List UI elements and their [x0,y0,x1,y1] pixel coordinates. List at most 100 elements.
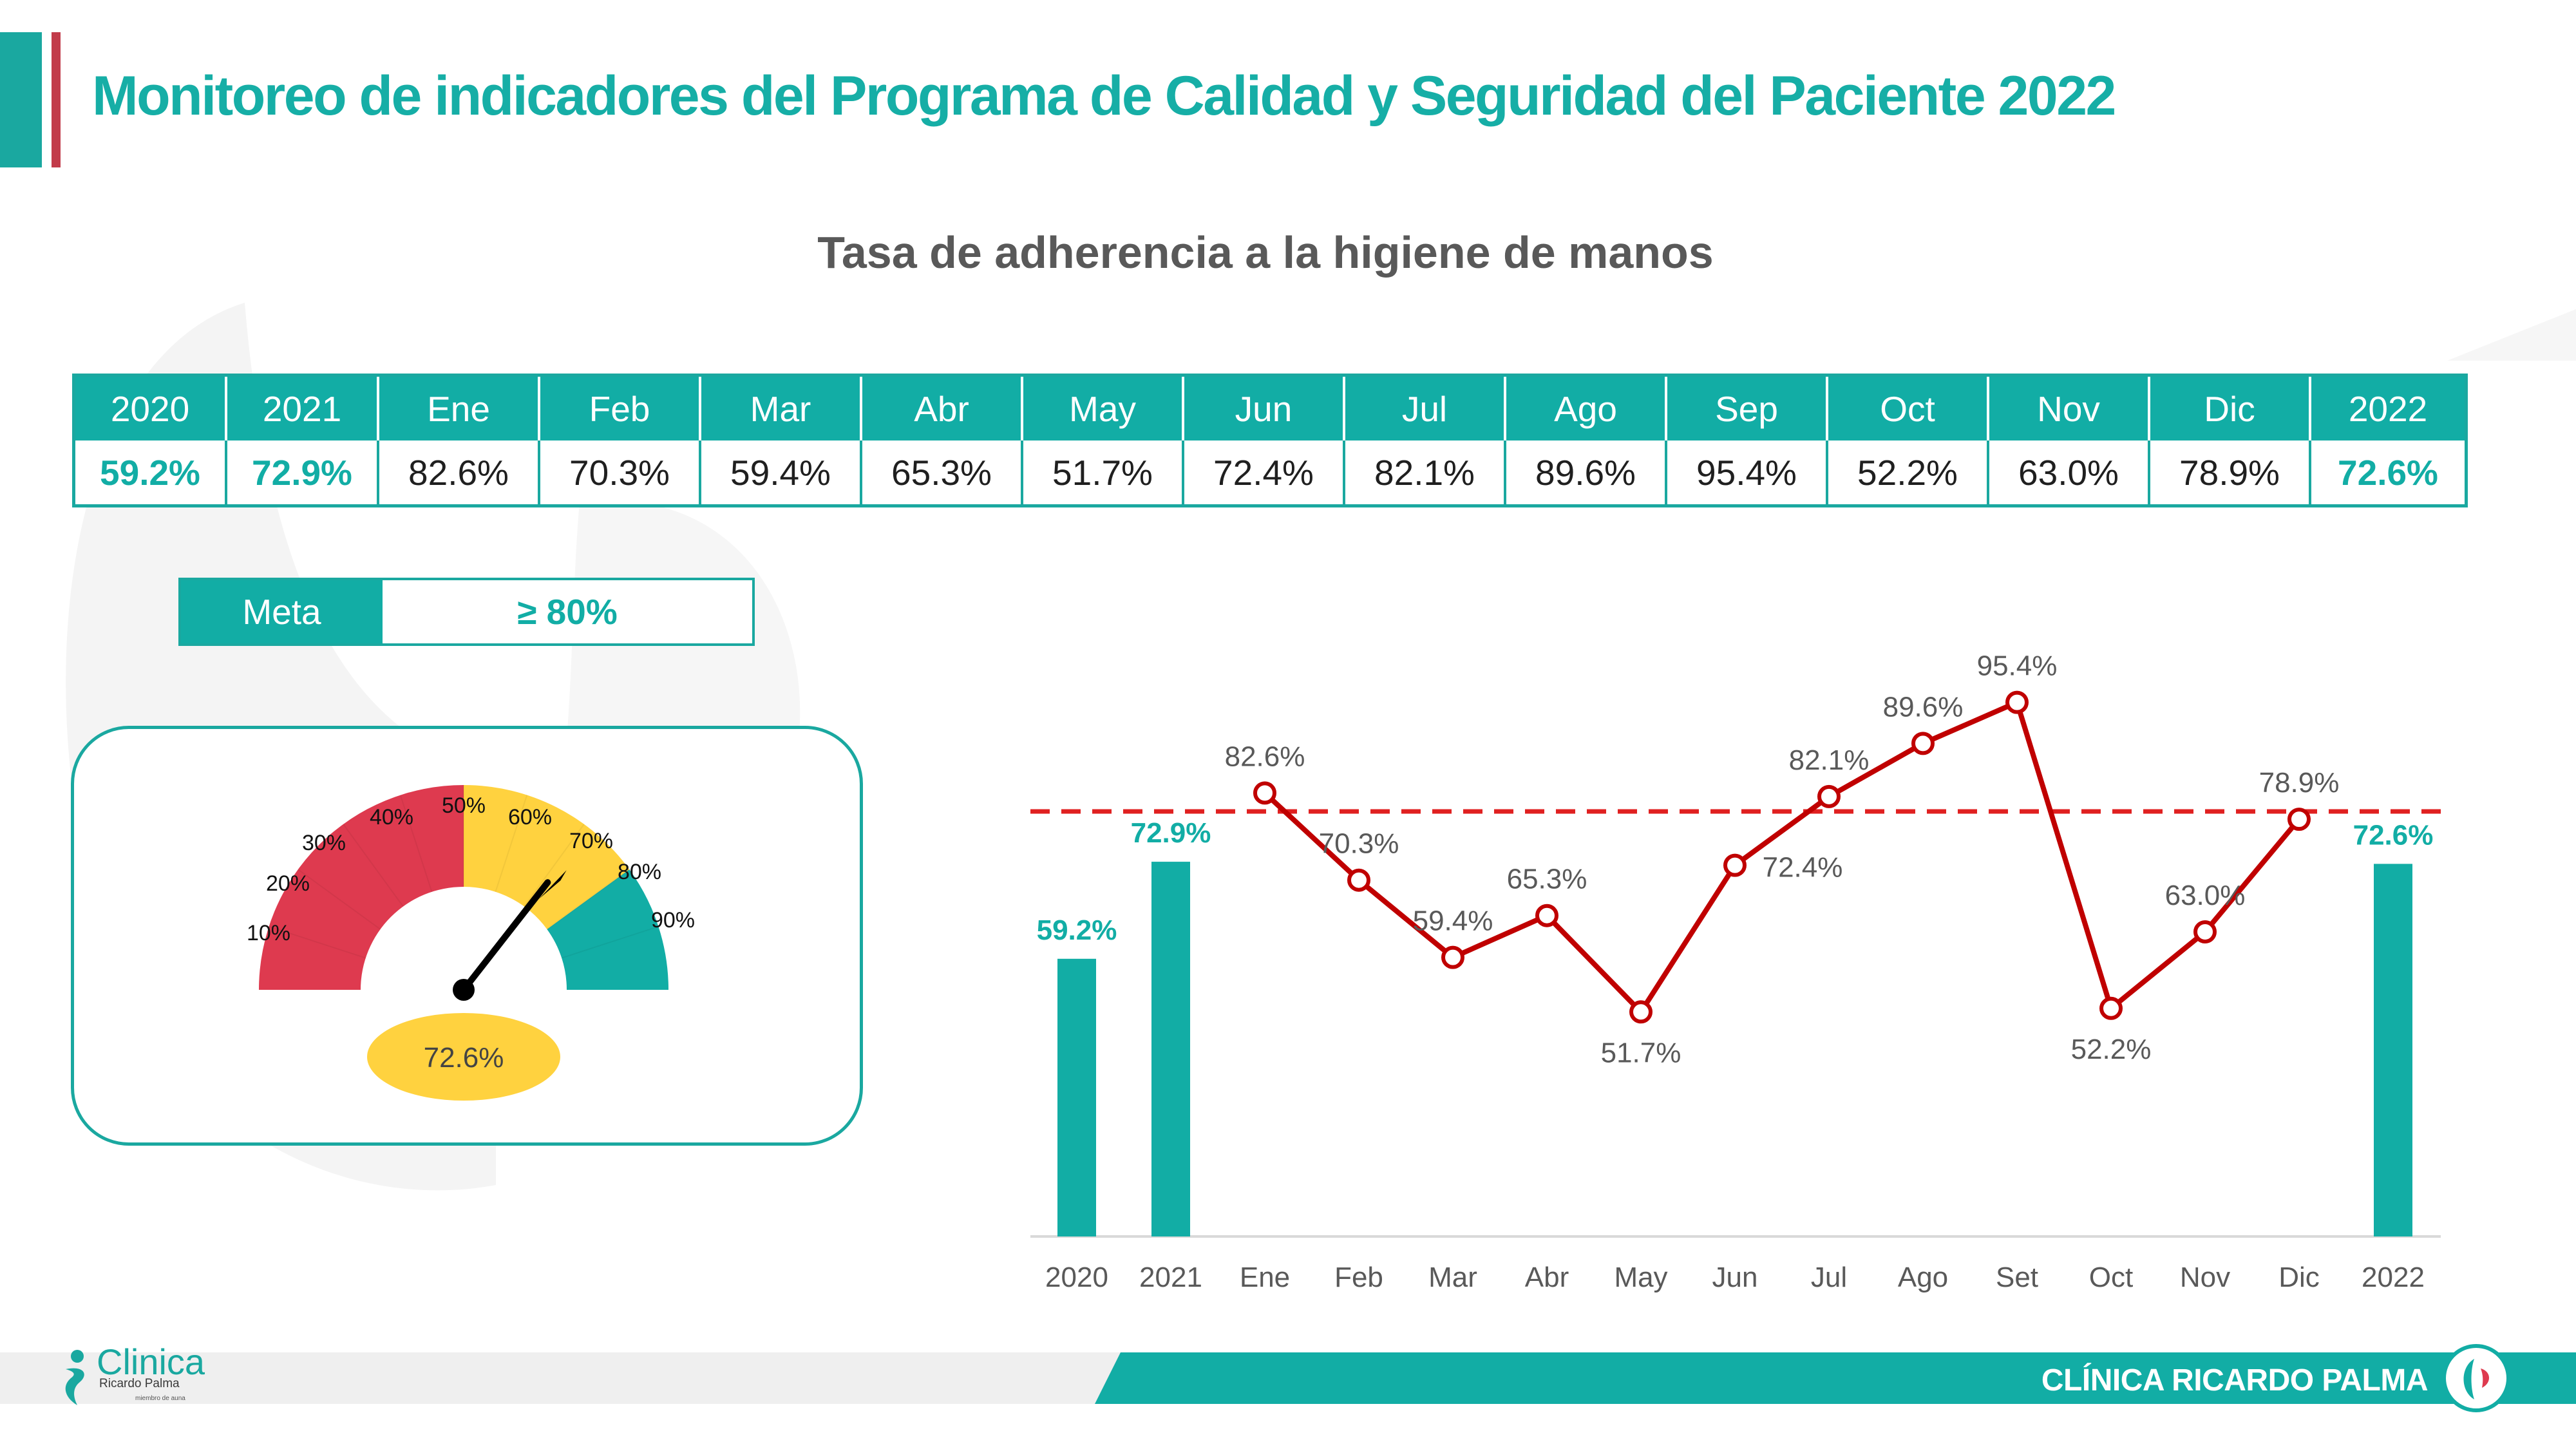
bar-data-label: 72.6% [2353,819,2434,851]
table-value-cell: 59.2% [75,440,227,504]
x-tick-label: Dic [2278,1262,2320,1293]
table-value-cell: 72.6% [2338,452,2438,493]
gauge-tick-label: 90% [651,908,695,933]
table-header-cell: Mar [701,377,862,440]
gauge-tick-label: 10% [247,921,290,945]
line-point [1911,732,1935,755]
x-tick-label: Abr [1525,1262,1569,1293]
gauge-value-badge [367,1013,560,1101]
line-point [1535,904,1558,927]
line-point [1629,1000,1653,1024]
table-header-cell: May [1023,377,1184,440]
x-tick-label: 2022 [2362,1262,2425,1293]
gauge-pivot [453,979,475,1001]
table-value-cell: 65.3% [862,440,1023,504]
line-point [1441,945,1464,969]
table-value-cell: 63.0% [1989,440,2150,504]
x-tick-label: Ene [1240,1262,1290,1293]
gauge-separator [561,925,659,959]
table-value-cell: 51.7% [1023,440,1184,504]
line-point [1723,853,1747,877]
data-table: 2020 2021 Ene Feb Mar Abr May Jun Jul Ago Sep Oct No… [72,374,2468,507]
line-point [1347,868,1370,892]
gauge-yellow-zone [464,785,630,929]
gauge-tick-label: 60% [508,805,552,829]
x-tick-label: 2021 [1139,1262,1202,1293]
table-value-cell: 78.9% [2150,440,2311,504]
table-header-cell: 2020 [75,377,227,440]
brand-leaf-icon [2442,1344,2510,1412]
x-tick-label: Ago [1898,1262,1948,1293]
line-data-label: 72.4% [1763,852,1843,884]
footer-teal-band [1095,1352,2576,1404]
gauge-separator [524,824,585,907]
gauge-separator [546,869,630,930]
goal-box: Meta ≥ 80% [178,578,755,646]
gauge-tick-label: 80% [618,860,661,884]
header-accent-teal [0,32,42,167]
table-header-cell: Ene [379,377,540,440]
gauge-needle [460,879,551,993]
gauge-value-label: 72.6% [424,1042,504,1074]
table-value-cell: 95.4% [1667,440,1828,504]
goal-value: ≥ 80% [517,592,618,632]
table-header-cell: Sep [1667,377,1828,440]
footer-brand: CLÍNICA RICARDO PALMA [2041,1363,2429,1397]
x-tick-label: Jul [1811,1262,1847,1293]
bar-data-label: 59.2% [1037,914,1117,946]
x-tick-label: Set [1996,1262,2038,1293]
table-value-cell: 70.3% [540,440,701,504]
trend-line [1263,699,2302,1015]
gauge-needle-head [538,870,567,899]
line-data-label: 82.6% [1225,741,1305,772]
line-data-label: 65.3% [1507,864,1587,895]
gauge-tick-label: 50% [442,793,486,818]
logo-subtitle: Ricardo Palma [99,1377,180,1390]
table-header-cell: Dic [2150,377,2311,440]
table-header-cell: Abr [862,377,1023,440]
x-tick-label: Mar [1428,1262,1477,1293]
bar-data-label: 72.9% [1131,817,1211,849]
table-value-cell: 89.6% [1506,440,1667,504]
header-accent-red [52,32,61,167]
x-tick-label: Feb [1334,1262,1383,1293]
line-data-label: 51.7% [1601,1037,1681,1068]
table-header-cell: Oct [1828,377,1989,440]
table-header-cell: Nov [1989,377,2150,440]
logo-word: Clinica [97,1341,205,1382]
chart-title: Tasa de adherencia a la higiene de manos [817,227,1714,278]
line-point [2005,690,2029,714]
line-point [2193,920,2217,943]
table-header-cell: 2022 [2348,388,2428,429]
clinic-logo: Clinica Ricardo Palma miembro de auna [58,1341,225,1412]
logo-tagline: miembro de auna [135,1395,185,1402]
line-data-label: 95.4% [1977,650,2058,682]
line-data-label: 52.2% [2071,1034,2152,1065]
gauge-separator [399,795,433,893]
bar [1151,862,1190,1236]
x-tick-label: Oct [2089,1262,2133,1293]
gauge-red-zone [259,785,464,990]
table-header-cell: Ago [1506,377,1667,440]
x-tick-label: Nov [2180,1262,2230,1293]
line-data-label: 89.6% [1883,691,1964,723]
table-value-cell: 72.4% [1184,440,1345,504]
line-point [1253,781,1276,805]
gauge-tick-label: 40% [370,805,413,829]
gauge-tick-label: 20% [266,871,310,896]
page-title: Monitoreo de indicadores del Programa de… [92,65,2116,127]
goal-label: Meta [181,580,383,643]
gauge-teal-zone [547,869,668,990]
trend-chart: 2020 2021 Ene Feb Mar Abr May Jun Jul Ago Set Oct No… [1030,650,2441,1293]
logo-figure-icon [65,1350,84,1405]
line-data-label: 82.1% [1789,744,1870,776]
table-header-cell: 2021 [227,377,379,440]
gauge-tick-label: 30% [302,831,346,855]
gauge-separator [343,824,404,907]
table-value-row: 59.2% 72.9% 82.6% 70.3% 59.4% 65.3% 51.7% 72.4%… [75,440,2465,504]
line-point [2099,996,2123,1020]
line-data-label: 78.9% [2259,767,2340,799]
table-value-cell: 59.4% [701,440,862,504]
line-data-label: 59.4% [1413,905,1493,937]
table-header-cell: Jul [1345,377,1506,440]
